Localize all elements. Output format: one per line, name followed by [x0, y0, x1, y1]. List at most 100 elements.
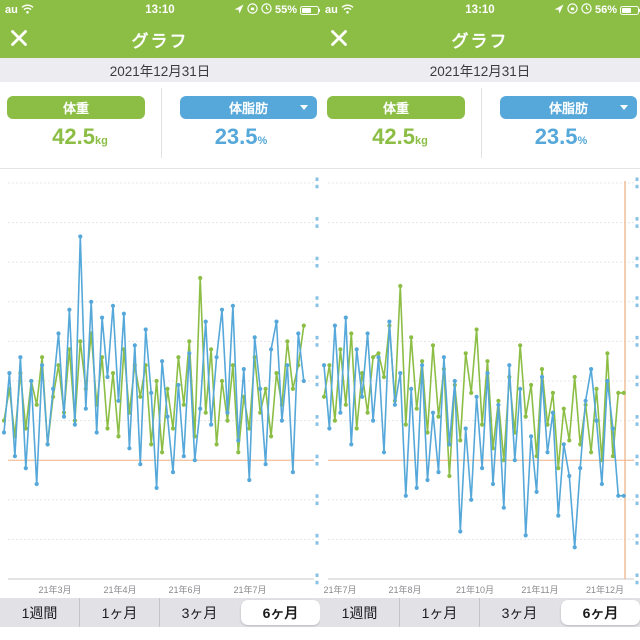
weight-tab-label: 体重: [382, 101, 409, 116]
close-icon: [11, 30, 27, 46]
fat-point: [605, 378, 610, 384]
x-axis-label: 21年12月: [586, 584, 624, 595]
weight-point: [545, 422, 550, 427]
weight-point: [34, 402, 39, 407]
x-axis-label: 21年11月: [521, 584, 558, 595]
fat-point: [149, 390, 154, 395]
tab-6months[interactable]: 6ヶ月: [561, 600, 640, 625]
weight-point: [219, 378, 225, 384]
fat-value: 23.5: [214, 124, 258, 149]
bottom-margin: [0, 627, 320, 640]
fat-point: [279, 418, 284, 423]
fat-unit: %: [577, 135, 588, 147]
fat-point: [365, 331, 370, 336]
y-tick-mark: [635, 454, 639, 459]
y-tick-mark: [315, 382, 319, 387]
x-axis-label: 21年7月: [233, 584, 266, 595]
fat-point: [447, 442, 452, 447]
tab-1month[interactable]: 1ヶ月: [79, 598, 159, 627]
weight-point: [301, 323, 306, 328]
weight-point: [165, 386, 170, 391]
fat-point: [425, 477, 430, 483]
tab-1week[interactable]: 1週間: [21, 604, 58, 621]
metrics-divider: [161, 88, 162, 158]
fat-point: [56, 331, 61, 336]
fat-point: [94, 430, 99, 435]
fat-point: [332, 323, 337, 328]
fat-tab-label: 体脂肪: [548, 101, 588, 116]
weight-fat-line-chart[interactable]: 21年7月 21年8月 21年10月 21年11月 21年12月: [320, 169, 640, 599]
weight-point: [154, 378, 159, 384]
fat-point: [343, 315, 348, 320]
fat-point: [40, 363, 45, 368]
nav-bar: グラフ: [320, 20, 640, 58]
y-tick-mark: [315, 580, 319, 585]
fat-series: [1, 234, 306, 490]
clock-time: 13:10: [465, 4, 495, 16]
fat-point: [414, 485, 419, 490]
battery-icon: [620, 5, 640, 15]
fat-point: [116, 398, 121, 403]
fat-point: [12, 454, 17, 459]
wifi-icon: [341, 4, 354, 17]
fat-point: [420, 363, 425, 368]
weight-point: [214, 442, 219, 447]
y-tick-mark: [315, 454, 319, 459]
weight-fat-line-chart[interactable]: 21年3月 21年4月 21年6月 21年7月: [0, 169, 320, 599]
fat-point: [616, 493, 621, 498]
tab-1week[interactable]: 1週間: [341, 604, 378, 621]
fat-point: [78, 234, 83, 239]
fat-point: [550, 410, 555, 415]
date-bar[interactable]: 2021年12月31日: [320, 58, 640, 82]
y-tick-mark: [635, 217, 639, 221]
tab-3months[interactable]: 3ヶ月: [159, 598, 239, 627]
fat-point: [501, 505, 506, 510]
fat-point: [539, 374, 545, 380]
fat-tab-button[interactable]: 体脂肪: [500, 96, 637, 119]
weight-point: [539, 367, 545, 372]
weight-point: [371, 355, 376, 360]
fat-point: [381, 450, 387, 455]
weight-point: [338, 347, 343, 352]
weight-point: [447, 473, 452, 479]
fat-point: [349, 442, 354, 447]
y-tick-mark: [315, 335, 319, 340]
fat-point: [301, 378, 306, 384]
weight-point: [321, 394, 327, 399]
fat-tab-button[interactable]: 体脂肪: [180, 96, 317, 119]
bottom-margin: [320, 627, 640, 640]
fat-point: [392, 402, 397, 407]
y-tick-mark: [315, 303, 319, 308]
fat-point: [534, 489, 539, 494]
weight-point: [485, 359, 490, 364]
date-bar[interactable]: 2021年12月31日: [0, 58, 320, 82]
fat-point: [463, 426, 468, 431]
close-button[interactable]: [329, 29, 349, 49]
y-tick-mark: [635, 224, 639, 228]
fat-point: [469, 497, 474, 502]
weight-point: [247, 426, 252, 431]
weight-tab-button[interactable]: 体重: [7, 96, 145, 119]
weight-point: [523, 414, 528, 419]
weight-point: [572, 374, 577, 380]
carrier-label: au: [5, 4, 18, 16]
close-button[interactable]: [9, 29, 29, 49]
weight-point: [354, 426, 359, 431]
weight-tab-button[interactable]: 体重: [327, 96, 465, 119]
tab-1month[interactable]: 1ヶ月: [399, 598, 479, 627]
y-tick-mark: [315, 343, 319, 347]
fat-point: [285, 363, 290, 368]
fat-point: [274, 319, 279, 324]
x-axis-label: 21年7月: [323, 584, 356, 595]
battery-percent: 55%: [274, 4, 297, 16]
tab-6months[interactable]: 6ヶ月: [241, 600, 320, 625]
fat-point: [241, 367, 246, 372]
fat-point: [269, 347, 274, 352]
fat-point: [7, 371, 12, 376]
alarm-icon: [261, 3, 272, 17]
wifi-icon: [21, 4, 34, 17]
weight-tab-label: 体重: [62, 101, 89, 116]
fat-point: [599, 481, 604, 487]
tab-3months[interactable]: 3ヶ月: [479, 598, 559, 627]
fat-point: [192, 458, 197, 463]
